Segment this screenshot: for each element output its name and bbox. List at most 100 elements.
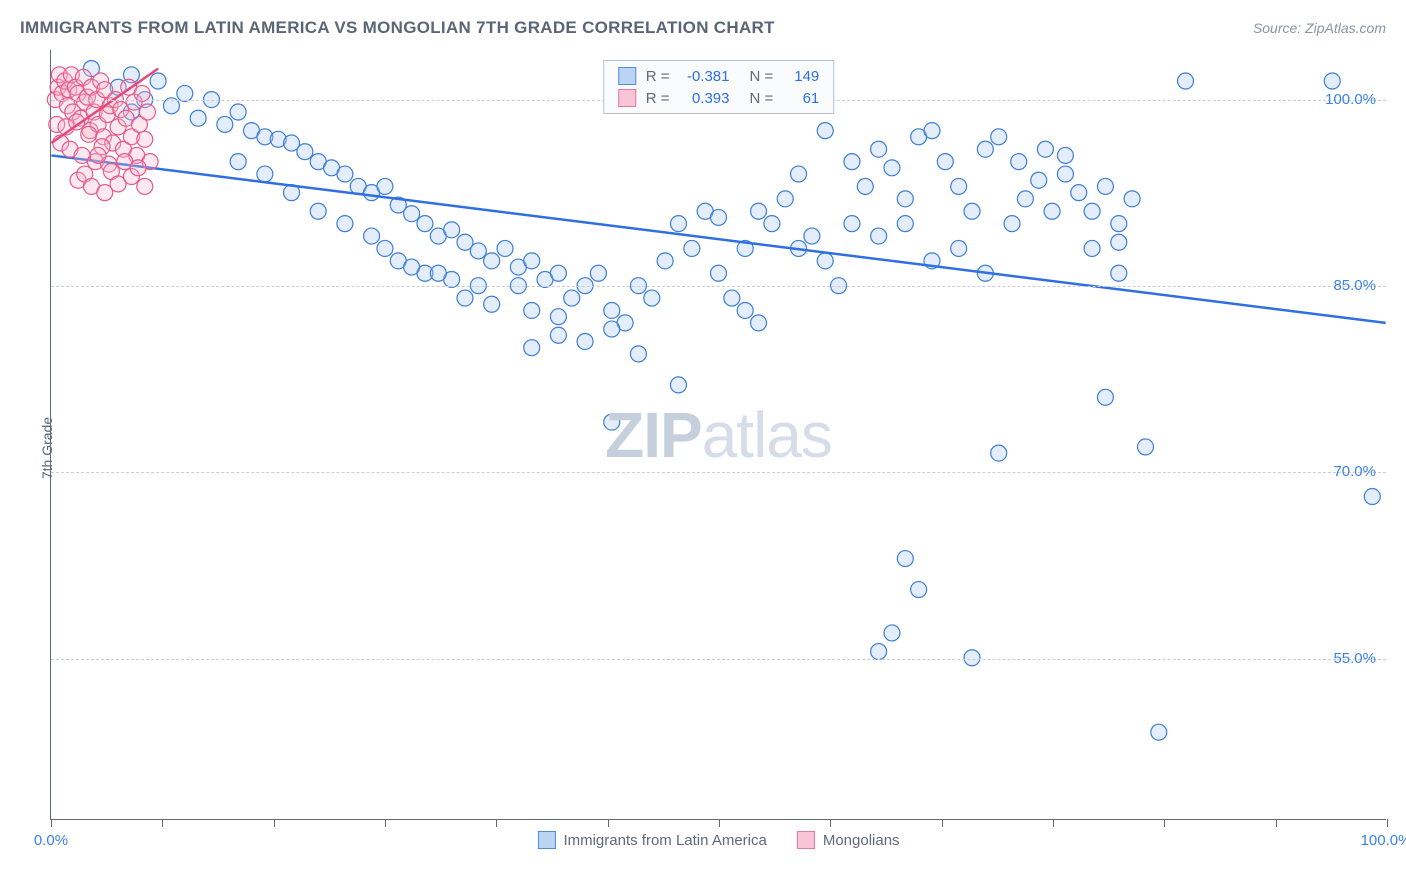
n-label-2: N = xyxy=(750,90,774,107)
scatter-point xyxy=(377,240,393,256)
scatter-point xyxy=(550,327,566,343)
n-value-2: 61 xyxy=(783,90,819,107)
chart-plot-area: ZIPatlas R = -0.381 N = 149 R = 0.393 N … xyxy=(50,50,1386,820)
scatter-point xyxy=(1097,178,1113,194)
scatter-point xyxy=(1071,185,1087,201)
scatter-point xyxy=(670,377,686,393)
scatter-point xyxy=(297,144,313,160)
scatter-point xyxy=(684,240,700,256)
x-tick xyxy=(1164,819,1165,827)
scatter-point xyxy=(444,222,460,238)
scatter-point xyxy=(524,340,540,356)
scatter-point xyxy=(977,141,993,157)
scatter-point xyxy=(924,123,940,139)
scatter-point xyxy=(871,141,887,157)
scatter-point xyxy=(190,110,206,126)
scatter-point xyxy=(1044,203,1060,219)
scatter-point xyxy=(991,129,1007,145)
scatter-point xyxy=(1111,216,1127,232)
scatter-point xyxy=(857,178,873,194)
scatter-point xyxy=(90,147,106,163)
scatter-point xyxy=(230,104,246,120)
scatter-point xyxy=(751,315,767,331)
swatch-bottom-series1 xyxy=(537,831,555,849)
scatter-point xyxy=(764,216,780,232)
x-tick-label-left: 0.0% xyxy=(34,832,68,849)
scatter-point xyxy=(711,265,727,281)
scatter-point xyxy=(711,209,727,225)
y-tick-label: 55.0% xyxy=(1333,650,1376,667)
scatter-point xyxy=(777,191,793,207)
n-label-1: N = xyxy=(750,68,774,85)
legend-row-series1: R = -0.381 N = 149 xyxy=(618,67,820,85)
scatter-point xyxy=(577,333,593,349)
scatter-point xyxy=(951,178,967,194)
scatter-point xyxy=(1084,240,1100,256)
x-tick xyxy=(719,819,720,827)
gridline xyxy=(51,286,1386,287)
scatter-point xyxy=(484,296,500,312)
x-tick xyxy=(1053,819,1054,827)
scatter-point xyxy=(230,154,246,170)
scatter-point xyxy=(1111,265,1127,281)
scatter-point xyxy=(417,216,433,232)
scatter-point xyxy=(470,243,486,259)
scatter-point xyxy=(1097,389,1113,405)
scatter-point xyxy=(1178,73,1194,89)
scatter-point xyxy=(911,582,927,598)
scatter-point xyxy=(524,253,540,269)
scatter-point xyxy=(630,346,646,362)
scatter-point xyxy=(751,203,767,219)
scatter-point xyxy=(1124,191,1140,207)
scatter-point xyxy=(737,302,753,318)
scatter-point xyxy=(604,321,620,337)
y-tick-label: 70.0% xyxy=(1333,463,1376,480)
swatch-series2 xyxy=(618,89,636,107)
scatter-point xyxy=(897,551,913,567)
r-value-2: 0.393 xyxy=(680,90,730,107)
scatter-point xyxy=(871,228,887,244)
x-tick xyxy=(162,819,163,827)
scatter-point xyxy=(871,644,887,660)
scatter-point xyxy=(1057,166,1073,182)
x-tick xyxy=(1276,819,1277,827)
y-tick-label: 100.0% xyxy=(1325,91,1376,108)
n-value-1: 149 xyxy=(783,68,819,85)
scatter-point xyxy=(1011,154,1027,170)
scatter-point xyxy=(404,259,420,275)
scatter-point xyxy=(1031,172,1047,188)
scatter-point xyxy=(1004,216,1020,232)
scatter-point xyxy=(657,253,673,269)
scatter-point xyxy=(1057,147,1073,163)
scatter-point xyxy=(884,625,900,641)
scatter-point xyxy=(484,253,500,269)
scatter-point xyxy=(804,228,820,244)
scatter-point xyxy=(604,414,620,430)
scatter-point xyxy=(724,290,740,306)
scatter-point xyxy=(130,160,146,176)
scatter-point xyxy=(817,123,833,139)
scatter-point xyxy=(1151,724,1167,740)
x-tick xyxy=(385,819,386,827)
scatter-point xyxy=(964,203,980,219)
scatter-point xyxy=(137,178,153,194)
scatter-point xyxy=(991,445,1007,461)
x-tick xyxy=(274,819,275,827)
scatter-point xyxy=(791,166,807,182)
correlation-legend: R = -0.381 N = 149 R = 0.393 N = 61 xyxy=(603,60,835,114)
r-label-2: R = xyxy=(646,90,670,107)
swatch-bottom-series2 xyxy=(797,831,815,849)
scatter-point xyxy=(550,265,566,281)
scatter-point xyxy=(457,290,473,306)
trend-line xyxy=(51,155,1385,322)
series2-name: Mongolians xyxy=(823,832,900,849)
source-attribution: Source: ZipAtlas.com xyxy=(1253,20,1386,36)
scatter-point xyxy=(497,240,513,256)
scatter-point xyxy=(310,203,326,219)
scatter-point xyxy=(1084,203,1100,219)
scatter-point xyxy=(377,178,393,194)
scatter-point xyxy=(337,216,353,232)
scatter-point xyxy=(644,290,660,306)
scatter-point xyxy=(897,191,913,207)
legend-item-series2: Mongolians xyxy=(797,831,900,849)
